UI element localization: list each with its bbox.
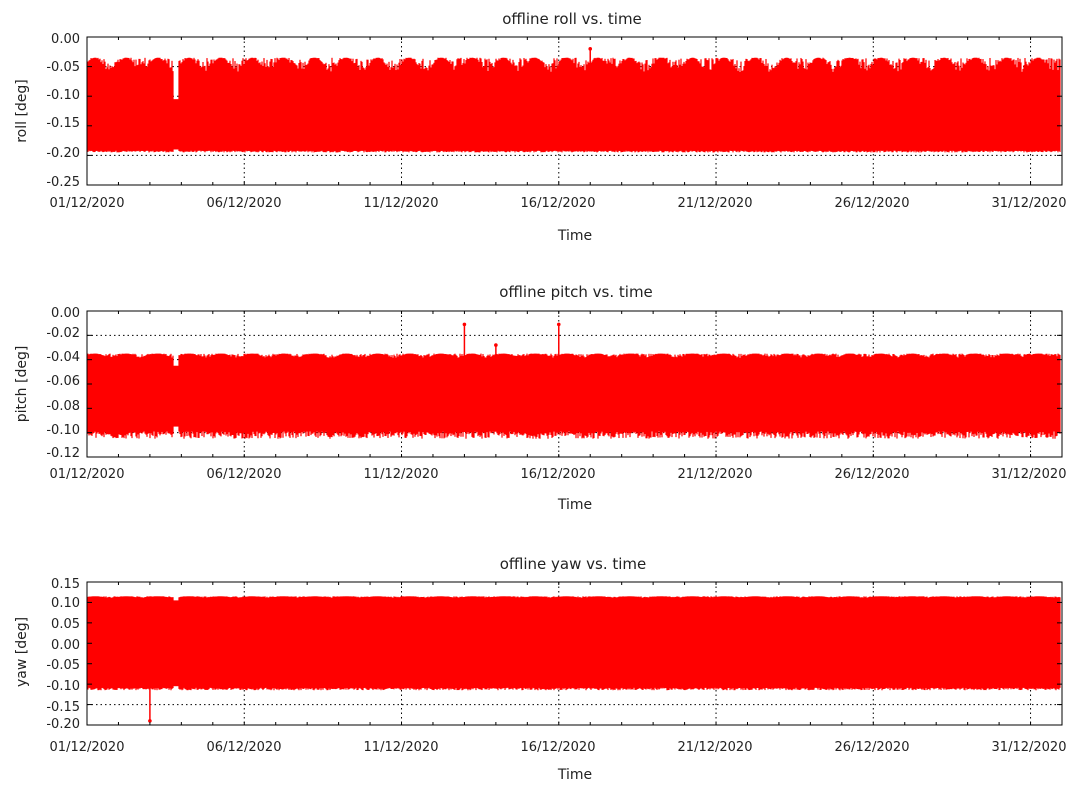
x-tick-label: 16/12/2020 (521, 467, 596, 482)
y-tick-label: -0.10 (46, 423, 80, 438)
x-tick-label: 16/12/2020 (521, 196, 596, 211)
y-tick-label: -0.15 (46, 116, 80, 131)
y-tick-label: 0.15 (51, 577, 80, 592)
yaw-x-axis-label: Time (557, 767, 592, 783)
y-tick-label: -0.05 (46, 60, 80, 75)
y-tick-label: -0.06 (46, 374, 80, 389)
roll-x-axis-label: Time (557, 228, 592, 244)
x-tick-label: 31/12/2020 (992, 196, 1067, 211)
outlier-point (556, 322, 561, 327)
y-tick-label: 0.00 (51, 306, 80, 321)
x-tick-label: 01/12/2020 (50, 740, 125, 755)
pitch-chart-title: offline pitch vs. time (499, 283, 653, 301)
x-tick-label: 11/12/2020 (364, 467, 439, 482)
pitch-y-axis-label: pitch [deg] (14, 346, 30, 423)
y-tick-label: 0.00 (51, 638, 80, 653)
roll-x-ticks: 01/12/2020 06/12/2020 11/12/2020 16/12/2… (50, 196, 1067, 211)
y-tick-label: 0.05 (51, 617, 80, 632)
x-tick-label: 31/12/2020 (992, 740, 1067, 755)
pitch-x-ticks: 01/12/2020 06/12/2020 11/12/2020 16/12/2… (50, 467, 1067, 482)
y-tick-label: -0.10 (46, 88, 80, 103)
pitch-y-ticks: 0.00 -0.02 -0.04 -0.06 -0.08 -0.10 -0.12 (46, 306, 80, 461)
yaw-y-axis-label: yaw [deg] (14, 617, 30, 687)
panel-pitch: offline pitch vs. time pitch [deg] Time … (14, 283, 1066, 513)
y-tick-label: -0.08 (46, 399, 80, 414)
x-tick-label: 21/12/2020 (678, 196, 753, 211)
y-tick-label: -0.10 (46, 679, 80, 694)
yaw-chart-title: offline yaw vs. time (500, 555, 647, 573)
roll-y-axis-label: roll [deg] (14, 79, 30, 143)
x-tick-label: 06/12/2020 (207, 740, 282, 755)
x-tick-label: 26/12/2020 (835, 196, 910, 211)
yaw-plot-area (86, 581, 1063, 726)
pitch-plot-area (86, 310, 1063, 458)
y-tick-label: -0.02 (46, 326, 80, 341)
yaw-y-ticks: 0.15 0.10 0.05 0.00 -0.05 -0.10 -0.15 -0… (46, 577, 80, 732)
x-tick-label: 06/12/2020 (207, 196, 282, 211)
roll-chart-title: offline roll vs. time (502, 10, 642, 28)
outlier-point (494, 343, 498, 347)
x-tick-label: 11/12/2020 (364, 740, 439, 755)
y-tick-label: -0.04 (46, 350, 80, 365)
x-tick-label: 21/12/2020 (678, 467, 753, 482)
x-tick-label: 06/12/2020 (207, 467, 282, 482)
y-tick-label: -0.20 (46, 146, 80, 161)
yaw-x-ticks: 01/12/2020 06/12/2020 11/12/2020 16/12/2… (50, 740, 1067, 755)
outlier-point (588, 47, 593, 51)
x-tick-label: 16/12/2020 (521, 740, 596, 755)
y-tick-label: 0.10 (51, 596, 80, 611)
plot-frame (86, 581, 1063, 726)
y-tick-label: -0.12 (46, 446, 80, 461)
panel-roll: offline roll vs. time roll [deg] Time 0.… (14, 10, 1066, 244)
x-tick-label: 01/12/2020 (50, 467, 125, 482)
y-tick-label: -0.05 (46, 658, 80, 673)
panel-yaw: offline yaw vs. time yaw [deg] Time 0.15… (14, 555, 1066, 783)
x-tick-label: 21/12/2020 (678, 740, 753, 755)
outlier-point (462, 322, 467, 327)
outlier-point (148, 719, 152, 723)
x-tick-label: 31/12/2020 (992, 467, 1067, 482)
x-tick-label: 26/12/2020 (835, 467, 910, 482)
x-tick-label: 01/12/2020 (50, 196, 125, 211)
y-tick-label: -0.15 (46, 700, 80, 715)
plot-frame (86, 36, 1063, 186)
roll-y-ticks: 0.00 -0.05 -0.10 -0.15 -0.20 -0.25 (46, 32, 80, 190)
pitch-x-axis-label: Time (557, 497, 592, 513)
y-tick-label: 0.00 (51, 32, 80, 47)
y-tick-label: -0.20 (46, 717, 80, 732)
x-tick-label: 11/12/2020 (364, 196, 439, 211)
roll-plot-area (86, 36, 1063, 186)
y-tick-label: -0.25 (46, 175, 80, 190)
x-tick-label: 26/12/2020 (835, 740, 910, 755)
